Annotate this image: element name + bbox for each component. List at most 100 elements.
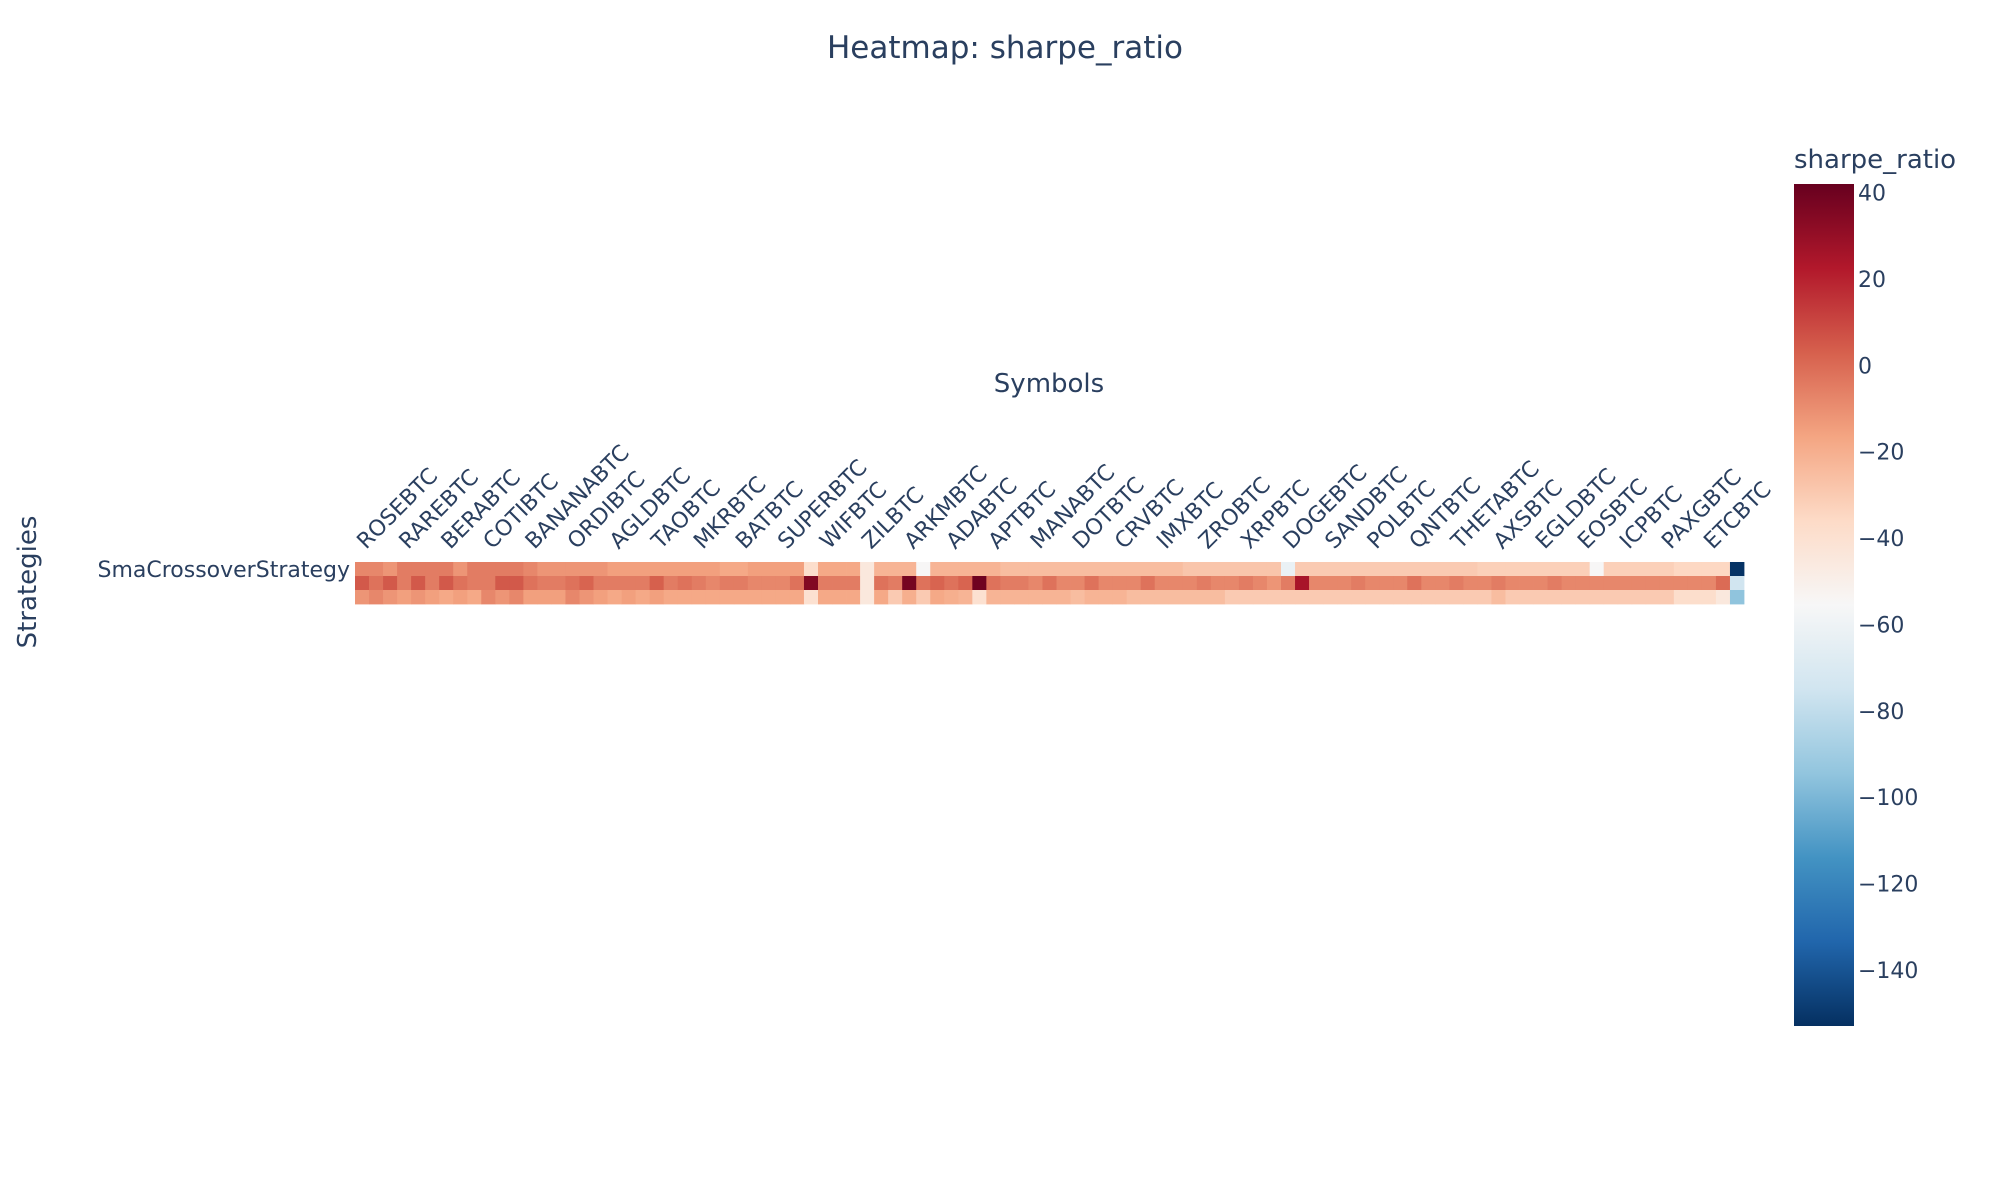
heatmap-cell	[607, 562, 622, 577]
heatmap-cell	[1154, 576, 1170, 591]
heatmap-cell	[1561, 576, 1577, 591]
heatmap-cell	[1603, 576, 1619, 591]
heatmap-cell	[1589, 590, 1605, 605]
heatmap-cell	[1014, 562, 1029, 577]
heatmap-cell	[509, 562, 524, 577]
heatmap-cell	[958, 576, 973, 591]
heatmap-cell	[1098, 576, 1114, 591]
heatmap-cell	[1337, 576, 1352, 591]
heatmap-cell	[719, 590, 735, 605]
heatmap-cell	[1393, 562, 1408, 577]
heatmap-cell	[1463, 576, 1478, 591]
heatmap-cell	[537, 576, 552, 591]
heatmap-cell	[803, 562, 819, 577]
heatmap-cell	[383, 590, 398, 605]
heatmap-cell	[775, 562, 791, 577]
heatmap-cell	[1210, 576, 1226, 591]
heatmap-cell	[1000, 590, 1015, 605]
heatmap-cell	[1631, 590, 1647, 605]
heatmap-cell	[1126, 590, 1142, 605]
heatmap-cell	[1589, 576, 1605, 591]
heatmap-cell	[860, 590, 875, 605]
heatmap-cell	[1379, 562, 1394, 577]
colorbar-tick-label: 0	[1858, 354, 1872, 379]
heatmap-cell	[565, 576, 580, 591]
heatmap-cell	[1042, 576, 1057, 591]
heatmap-cell	[1224, 590, 1240, 605]
heatmap-cell	[1042, 590, 1057, 605]
heatmap-cell	[1028, 590, 1043, 605]
heatmap-cell	[1210, 562, 1226, 577]
heatmap-cell	[355, 590, 370, 605]
heatmap-cell	[523, 562, 538, 577]
heatmap-cell	[972, 562, 987, 577]
heatmap-cell	[691, 576, 707, 591]
heatmap-cell	[495, 562, 510, 577]
heatmap-cell	[1673, 590, 1689, 605]
heatmap-cell	[579, 576, 594, 591]
heatmap-cell	[1519, 576, 1534, 591]
heatmap-cell	[1309, 576, 1324, 591]
heatmap-cell	[986, 576, 1001, 591]
heatmap-cell	[1365, 562, 1380, 577]
heatmap-cell	[369, 590, 384, 605]
heatmap-cell	[1449, 562, 1464, 577]
heatmap-cell	[1196, 576, 1212, 591]
heatmap-cell	[1393, 590, 1408, 605]
heatmap-cell	[1701, 590, 1717, 605]
heatmap-cell	[747, 562, 763, 577]
heatmap-cell	[537, 562, 552, 577]
heatmap-cell	[523, 576, 538, 591]
heatmap-cell	[705, 590, 721, 605]
heatmap-cell	[439, 576, 454, 591]
heatmap-cell	[803, 576, 819, 591]
heatmap-cell	[1575, 576, 1591, 591]
heatmap-cell	[958, 590, 973, 605]
heatmap-cell	[1351, 562, 1366, 577]
heatmap-cell	[1252, 590, 1268, 605]
colorbar-tick-label: 40	[1858, 182, 1886, 207]
heatmap-cell	[775, 576, 791, 591]
heatmap-cell	[663, 576, 679, 591]
heatmap-cell	[1645, 562, 1661, 577]
heatmap-cell	[1547, 562, 1563, 577]
heatmap-cell	[916, 590, 931, 605]
heatmap-cell	[1210, 590, 1226, 605]
heatmap-cell	[383, 562, 398, 577]
heatmap-cell	[355, 576, 370, 591]
heatmap-cell	[1463, 590, 1478, 605]
heatmap-cell	[1337, 590, 1352, 605]
heatmap-cell	[986, 590, 1001, 605]
heatmap-cell	[1168, 562, 1184, 577]
heatmap-cell	[719, 576, 735, 591]
heatmap-cell	[509, 576, 524, 591]
colorbar-tick-label: 20	[1858, 268, 1886, 293]
heatmap-cell	[1224, 576, 1240, 591]
heatmap-cell	[1491, 576, 1506, 591]
colorbar-tick-labels: 40 20 0 −20 −40 −60 −80 −100 −120 −140	[1858, 182, 1918, 984]
heatmap-cell	[1182, 576, 1198, 591]
heatmap-cell	[1715, 576, 1731, 591]
heatmap-cell	[1126, 562, 1142, 577]
heatmap-cell	[986, 562, 1001, 577]
heatmap-cell	[635, 576, 651, 591]
heatmap-cell	[775, 590, 791, 605]
heatmap-cell	[1281, 576, 1296, 591]
heatmap-cell	[551, 576, 566, 591]
heatmap-cell	[1729, 590, 1745, 605]
heatmap-cell	[1729, 576, 1745, 591]
heatmap-cell	[1449, 590, 1464, 605]
colorbar-title: sharpe_ratio	[1794, 145, 1956, 175]
heatmap-cell	[1547, 590, 1563, 605]
heatmap-cell	[1154, 590, 1170, 605]
heatmap-cell	[677, 576, 693, 591]
heatmap-cell	[930, 590, 945, 605]
heatmap-cell	[1477, 590, 1492, 605]
heatmap-cell	[860, 562, 875, 577]
heatmap-cell	[1224, 562, 1240, 577]
heatmap-cell	[1295, 576, 1310, 591]
heatmap-cell	[1687, 562, 1703, 577]
heatmap-cell	[874, 562, 889, 577]
heatmap-cell	[972, 590, 987, 605]
heatmap-cell	[453, 562, 468, 577]
